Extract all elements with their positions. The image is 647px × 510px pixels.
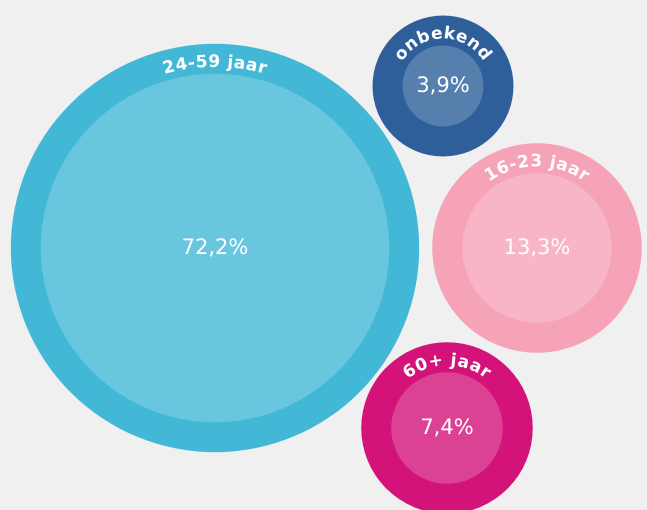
bubble-inner xyxy=(391,372,503,484)
bubble-outer xyxy=(361,342,533,510)
value-label: 13,3% xyxy=(504,235,571,259)
bubble-outer xyxy=(372,15,514,157)
bubble-outer xyxy=(10,43,420,453)
bubble-outer xyxy=(432,143,642,353)
bubble-inner xyxy=(462,173,612,323)
value-label: 3,9% xyxy=(416,73,469,97)
value-label: 72,2% xyxy=(182,235,249,259)
bubble-inner xyxy=(402,45,484,127)
value-label: 7,4% xyxy=(420,415,473,439)
bubble-inner xyxy=(40,73,390,423)
